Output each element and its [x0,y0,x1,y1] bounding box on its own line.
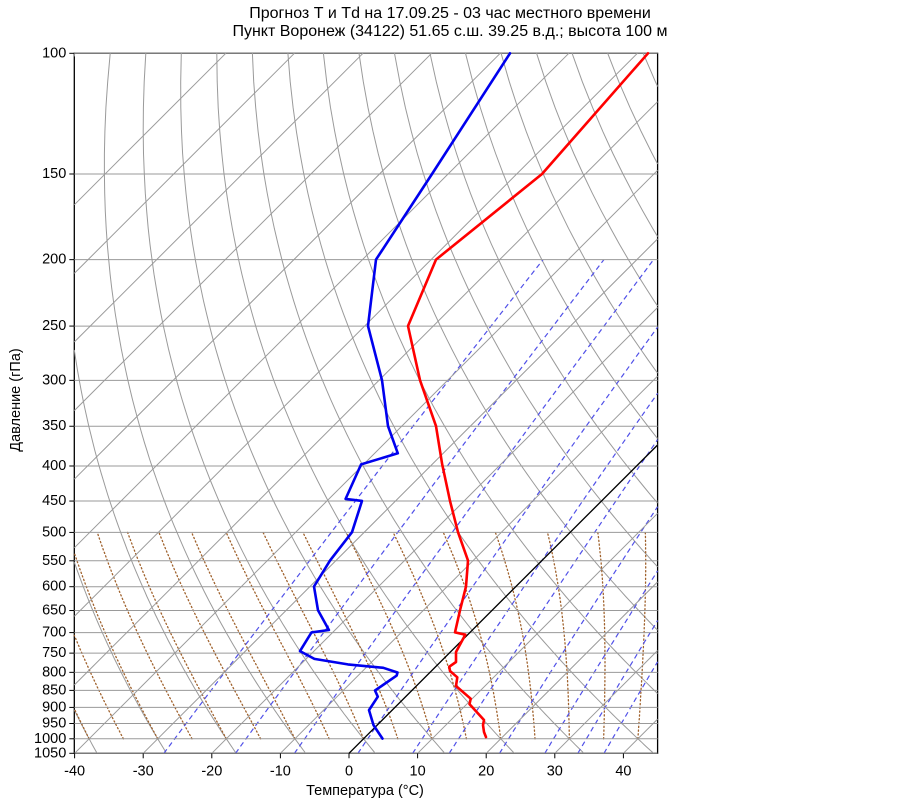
svg-text:Температура (°C): Температура (°C) [306,783,424,799]
svg-text:400: 400 [42,458,66,474]
svg-text:-10: -10 [270,763,291,779]
svg-text:30: 30 [547,763,563,779]
svg-text:850: 850 [42,682,66,698]
svg-text:10: 10 [410,763,426,779]
svg-text:Прогноз Т и Td на 17.09.25 - 0: Прогноз Т и Td на 17.09.25 - 03 час мест… [249,5,651,22]
svg-text:800: 800 [42,664,66,680]
svg-text:350: 350 [42,418,66,434]
svg-text:1050: 1050 [34,745,66,761]
svg-text:500: 500 [42,524,66,540]
svg-text:650: 650 [42,603,66,619]
svg-text:700: 700 [42,625,66,641]
svg-text:250: 250 [42,318,66,334]
svg-text:750: 750 [42,645,66,661]
svg-text:-40: -40 [64,763,85,779]
svg-text:Пункт Воронеж (34122) 51.65 с.: Пункт Воронеж (34122) 51.65 с.ш. 39.25 в… [232,23,667,40]
svg-text:900: 900 [42,699,66,715]
svg-text:950: 950 [42,716,66,732]
svg-text:-20: -20 [201,763,222,779]
svg-text:450: 450 [42,493,66,509]
svg-text:150: 150 [42,166,66,182]
svg-text:600: 600 [42,579,66,595]
svg-text:550: 550 [42,553,66,569]
svg-text:-30: -30 [133,763,154,779]
svg-text:200: 200 [42,252,66,268]
svg-text:300: 300 [42,372,66,388]
svg-text:40: 40 [615,763,631,779]
svg-text:Давление (гПа): Давление (гПа) [8,348,24,451]
svg-text:0: 0 [345,763,353,779]
svg-text:20: 20 [478,763,494,779]
svg-text:100: 100 [42,45,66,61]
